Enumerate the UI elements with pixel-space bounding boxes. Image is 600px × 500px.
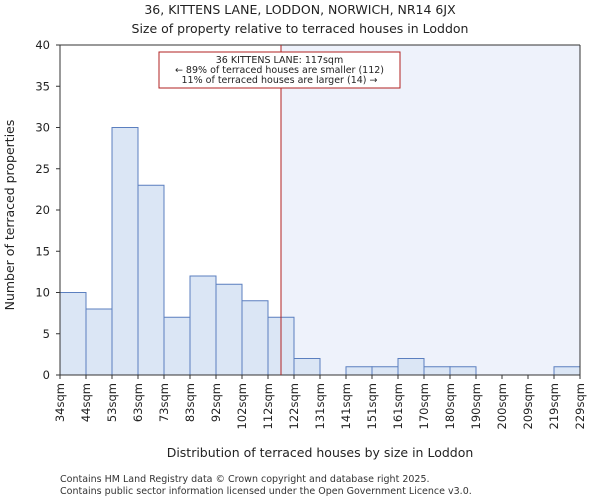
plot-area: 0 5 10 15 20 25 30 35 40 34sqm 44sqm 53sqm 63sqm 73sq… [35,38,587,429]
x-tick-label: 229sqm [573,383,587,429]
bar-219sqm [553,366,581,376]
bar-83sqm [189,275,217,376]
bar-34sqm [59,292,87,376]
x-tick-label: 151sqm [365,383,379,429]
x-tick-label: 102sqm [235,383,249,429]
annotation-line3: 11% of terraced houses are larger (14) → [182,75,378,86]
bar-53sqm [111,127,139,376]
x-tick-label: 209sqm [521,383,535,429]
bar-122sqm [293,358,321,376]
x-tick-label: 180sqm [443,383,457,429]
x-tick-label: 122sqm [287,383,301,429]
y-axis-label: Number of terraced properties [2,120,17,311]
annotation-box [158,51,401,89]
y-tick-label: 10 [35,286,50,300]
x-tick-label: 200sqm [495,383,509,429]
x-axis-label: Distribution of terraced houses by size … [167,445,474,460]
footer-line-1: Contains HM Land Registry data © Crown c… [60,474,430,485]
bar-92sqm [215,283,243,376]
bar-73sqm [163,316,191,376]
x-tick-label: 141sqm [339,383,353,429]
bar-180sqm [449,366,477,376]
x-tick-label: 112sqm [261,383,275,429]
x-tick-label: 161sqm [391,383,405,429]
x-tick-label: 44sqm [79,383,93,422]
annotation-line1: 36 KITTENS LANE: 117sqm [216,55,343,66]
annotation-line2: ← 89% of terraced houses are smaller (11… [175,65,384,76]
y-tick-label: 30 [35,121,50,135]
x-tick-label: 53sqm [105,383,119,422]
x-tick-label: 92sqm [209,383,223,422]
x-tick-label: 219sqm [547,383,561,429]
chart-title: 36, KITTENS LANE, LODDON, NORWICH, NR14 … [144,2,456,17]
x-tick-label: 131sqm [313,383,327,429]
y-tick-label: 35 [35,79,50,93]
y-tick-label: 20 [35,203,50,217]
bar-151sqm [371,366,399,376]
x-tick-label: 83sqm [183,383,197,422]
footer-line-2: Contains public sector information licen… [60,486,472,497]
x-tick-label: 190sqm [469,383,483,429]
y-tick-label: 40 [35,38,50,52]
larger-region-highlight [281,45,580,375]
bar-170sqm [423,366,451,376]
y-tick-label: 0 [43,368,50,382]
x-tick-label: 170sqm [417,383,431,429]
y-tick-label: 25 [35,162,50,176]
y-tick-label: 5 [43,327,50,341]
chart-subtitle: Size of property relative to terraced ho… [132,21,469,36]
bar-44sqm [85,308,113,376]
bar-141sqm [345,366,373,376]
bar-102sqm [241,300,269,376]
bar-63sqm [137,184,165,376]
x-tick-label: 73sqm [157,383,171,422]
x-tick-label: 34sqm [53,383,67,422]
x-tick-label: 63sqm [131,383,145,422]
y-tick-label: 15 [35,244,50,258]
bar-161sqm [397,358,425,376]
